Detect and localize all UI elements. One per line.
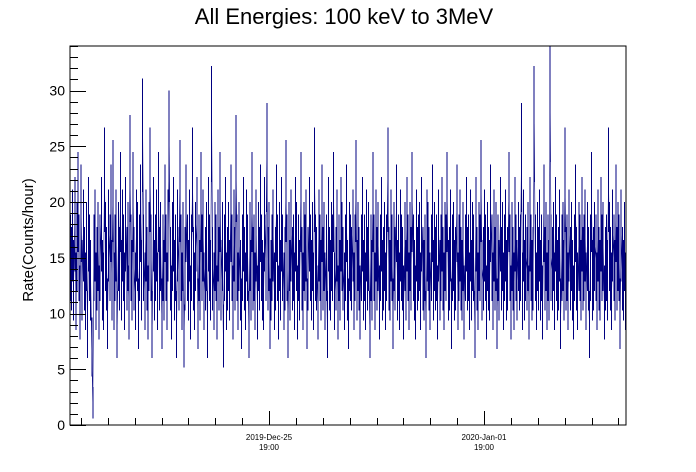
y-tick-label: 5 xyxy=(57,361,65,377)
data-series xyxy=(70,46,626,419)
x-tick-label-time: 19:00 xyxy=(259,443,280,452)
plot-frame xyxy=(69,45,627,426)
y-tick-label: 20 xyxy=(49,194,65,210)
y-tick-label: 25 xyxy=(49,138,65,154)
y-tick-label: 30 xyxy=(49,83,65,99)
chart-title: All Energies: 100 keV to 3MeV xyxy=(195,4,494,29)
x-tick-label-date: 2020-Jan-01 xyxy=(462,433,507,442)
axes: 0510152025302019-Dec-2519:002020-Jan-011… xyxy=(49,45,627,452)
x-tick-label-date: 2019-Dec-25 xyxy=(246,433,293,442)
y-tick-label: 0 xyxy=(57,417,65,433)
y-tick-label: 15 xyxy=(49,250,65,266)
x-tick-label-time: 19:00 xyxy=(474,443,495,452)
series-line xyxy=(70,101,626,403)
y-axis-label: Rate(Counts/hour) xyxy=(20,178,37,301)
y-tick-label: 10 xyxy=(49,306,65,322)
